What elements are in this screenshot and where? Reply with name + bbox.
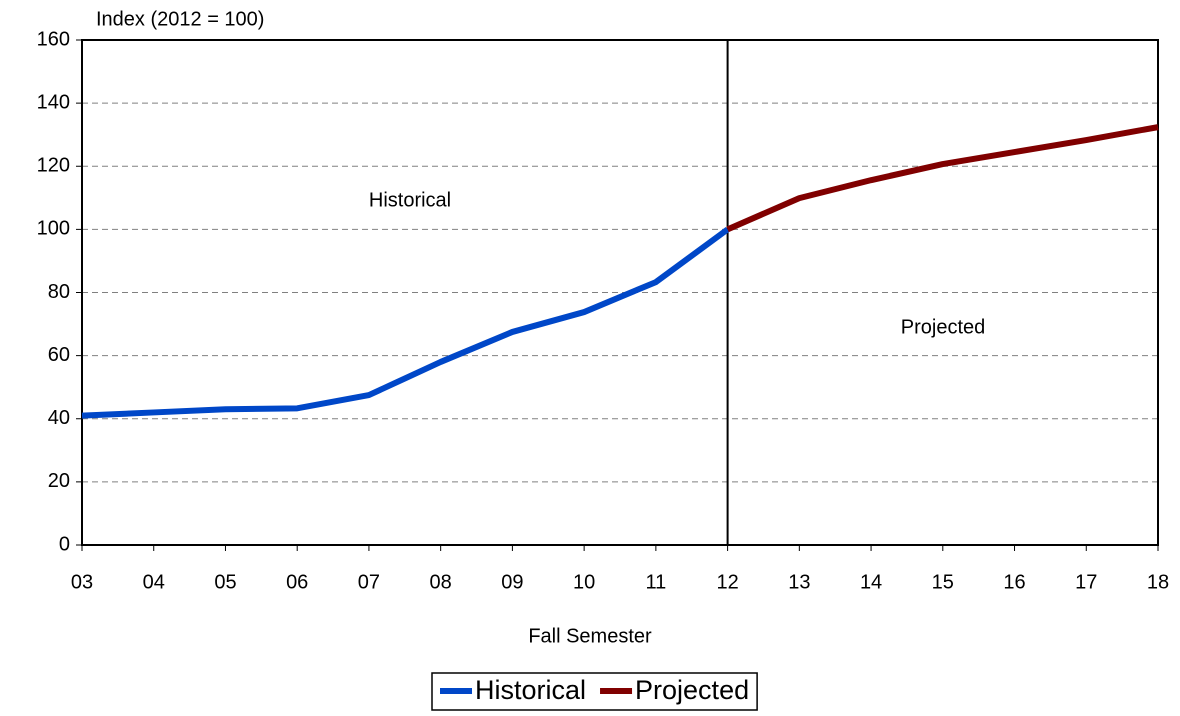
x-tick-label: 07: [358, 571, 380, 593]
x-tick-label: 18: [1147, 571, 1169, 593]
y-tick-label: 80: [48, 281, 70, 303]
x-axis-title: Fall Semester: [528, 625, 652, 647]
x-tick-label: 15: [932, 571, 954, 593]
y-axis-title: Index (2012 = 100): [96, 8, 264, 30]
x-tick-label: 11: [645, 571, 666, 593]
legend-label: Historical: [475, 675, 586, 705]
x-tick-label: 03: [71, 571, 93, 593]
y-tick-label: 20: [48, 470, 70, 492]
x-tick-label: 04: [143, 571, 165, 593]
x-tick-label: 05: [214, 571, 236, 593]
x-tick-label: 06: [286, 571, 308, 593]
x-tick-label: 09: [501, 571, 523, 593]
x-tick-label: 16: [1003, 571, 1025, 593]
y-tick-label: 0: [59, 533, 70, 555]
y-tick-label: 60: [48, 344, 70, 366]
x-tick-label: 10: [573, 571, 595, 593]
legend-label: Projected: [635, 675, 749, 705]
y-tick-label: 160: [37, 28, 70, 50]
legend: Historical Projected: [431, 672, 758, 711]
x-tick-label: 17: [1075, 571, 1097, 593]
annotation: Projected: [901, 316, 986, 338]
series-line: [726, 124, 1159, 233]
y-tick-label: 140: [37, 91, 70, 113]
y-tick-label: 40: [48, 407, 70, 429]
series-line: [81, 226, 730, 419]
x-tick-label: 13: [788, 571, 810, 593]
legend-box: [431, 672, 758, 711]
x-tick-label: 12: [716, 571, 738, 593]
x-tick-label: 14: [860, 571, 882, 593]
annotation: Historical: [369, 189, 451, 211]
y-tick-label: 120: [37, 155, 70, 177]
plot-frame: [81, 39, 1159, 546]
y-tick-label: 100: [37, 218, 70, 240]
x-tick-label: 08: [430, 571, 452, 593]
